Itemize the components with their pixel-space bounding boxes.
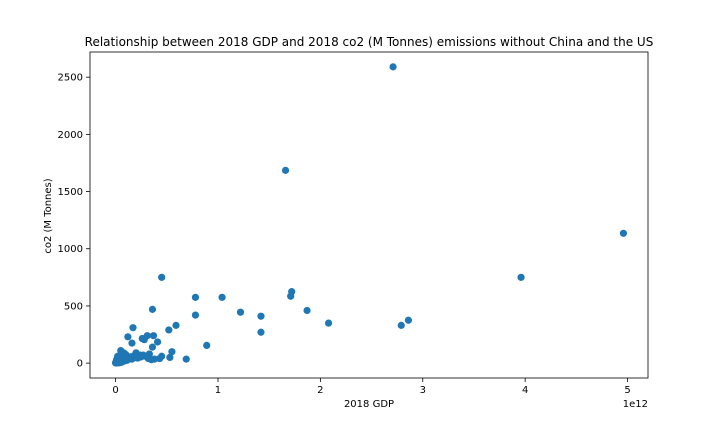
y-tick-label: 0	[77, 359, 83, 370]
data-point	[115, 359, 123, 367]
y-tick-label: 2500	[58, 73, 83, 84]
data-point	[257, 312, 265, 320]
data-point	[389, 63, 397, 71]
data-point	[168, 348, 176, 356]
data-point	[182, 355, 190, 363]
data-point	[397, 321, 405, 329]
data-point	[404, 316, 413, 324]
data-point	[172, 321, 180, 329]
y-tick-label: 2000	[58, 130, 83, 141]
x-axis-label: 2018 GDP	[344, 399, 394, 410]
x-tick-label: 3	[420, 385, 426, 396]
data-point	[287, 292, 295, 300]
data-point	[128, 339, 136, 347]
data-point	[619, 229, 628, 237]
x-tick-label: 4	[522, 385, 528, 396]
data-point	[203, 341, 211, 349]
data-point	[236, 308, 245, 316]
y-tick-label: 1500	[58, 187, 83, 198]
data-point	[324, 319, 333, 327]
plot-frame	[89, 51, 649, 379]
chart-title: Relationship between 2018 GDP and 2018 c…	[85, 35, 654, 49]
y-tick-label: 1000	[58, 244, 83, 255]
data-point	[149, 332, 158, 340]
x-tick-label: 0	[112, 385, 118, 396]
data-point	[191, 311, 200, 319]
data-point	[153, 338, 162, 346]
data-point	[303, 306, 311, 315]
data-point	[218, 293, 226, 301]
data-point	[165, 326, 173, 334]
y-tick-label: 500	[64, 301, 83, 312]
data-point	[148, 305, 157, 313]
y-axis-label: co2 (M Tonnes)	[43, 178, 54, 253]
x-tick-label: 1	[215, 385, 221, 396]
data-point	[257, 328, 265, 336]
x-tick-label: 5	[624, 385, 630, 396]
data-point	[148, 343, 157, 351]
x-axis-offset-label: 1e12	[623, 399, 648, 410]
data-point	[137, 353, 145, 361]
data-point	[191, 293, 200, 301]
data-point	[138, 334, 146, 343]
data-point	[517, 273, 525, 281]
data-point	[147, 356, 156, 364]
data-point	[156, 354, 164, 363]
plot-area: 0 1 2 3 4 5 0 500 1000 1500 2000 2500	[58, 51, 649, 396]
x-tick-label: 2	[317, 385, 323, 396]
data-point	[281, 166, 290, 174]
data-point	[166, 353, 174, 362]
data-point	[124, 333, 132, 341]
data-point	[129, 324, 137, 332]
data-point	[158, 273, 166, 281]
